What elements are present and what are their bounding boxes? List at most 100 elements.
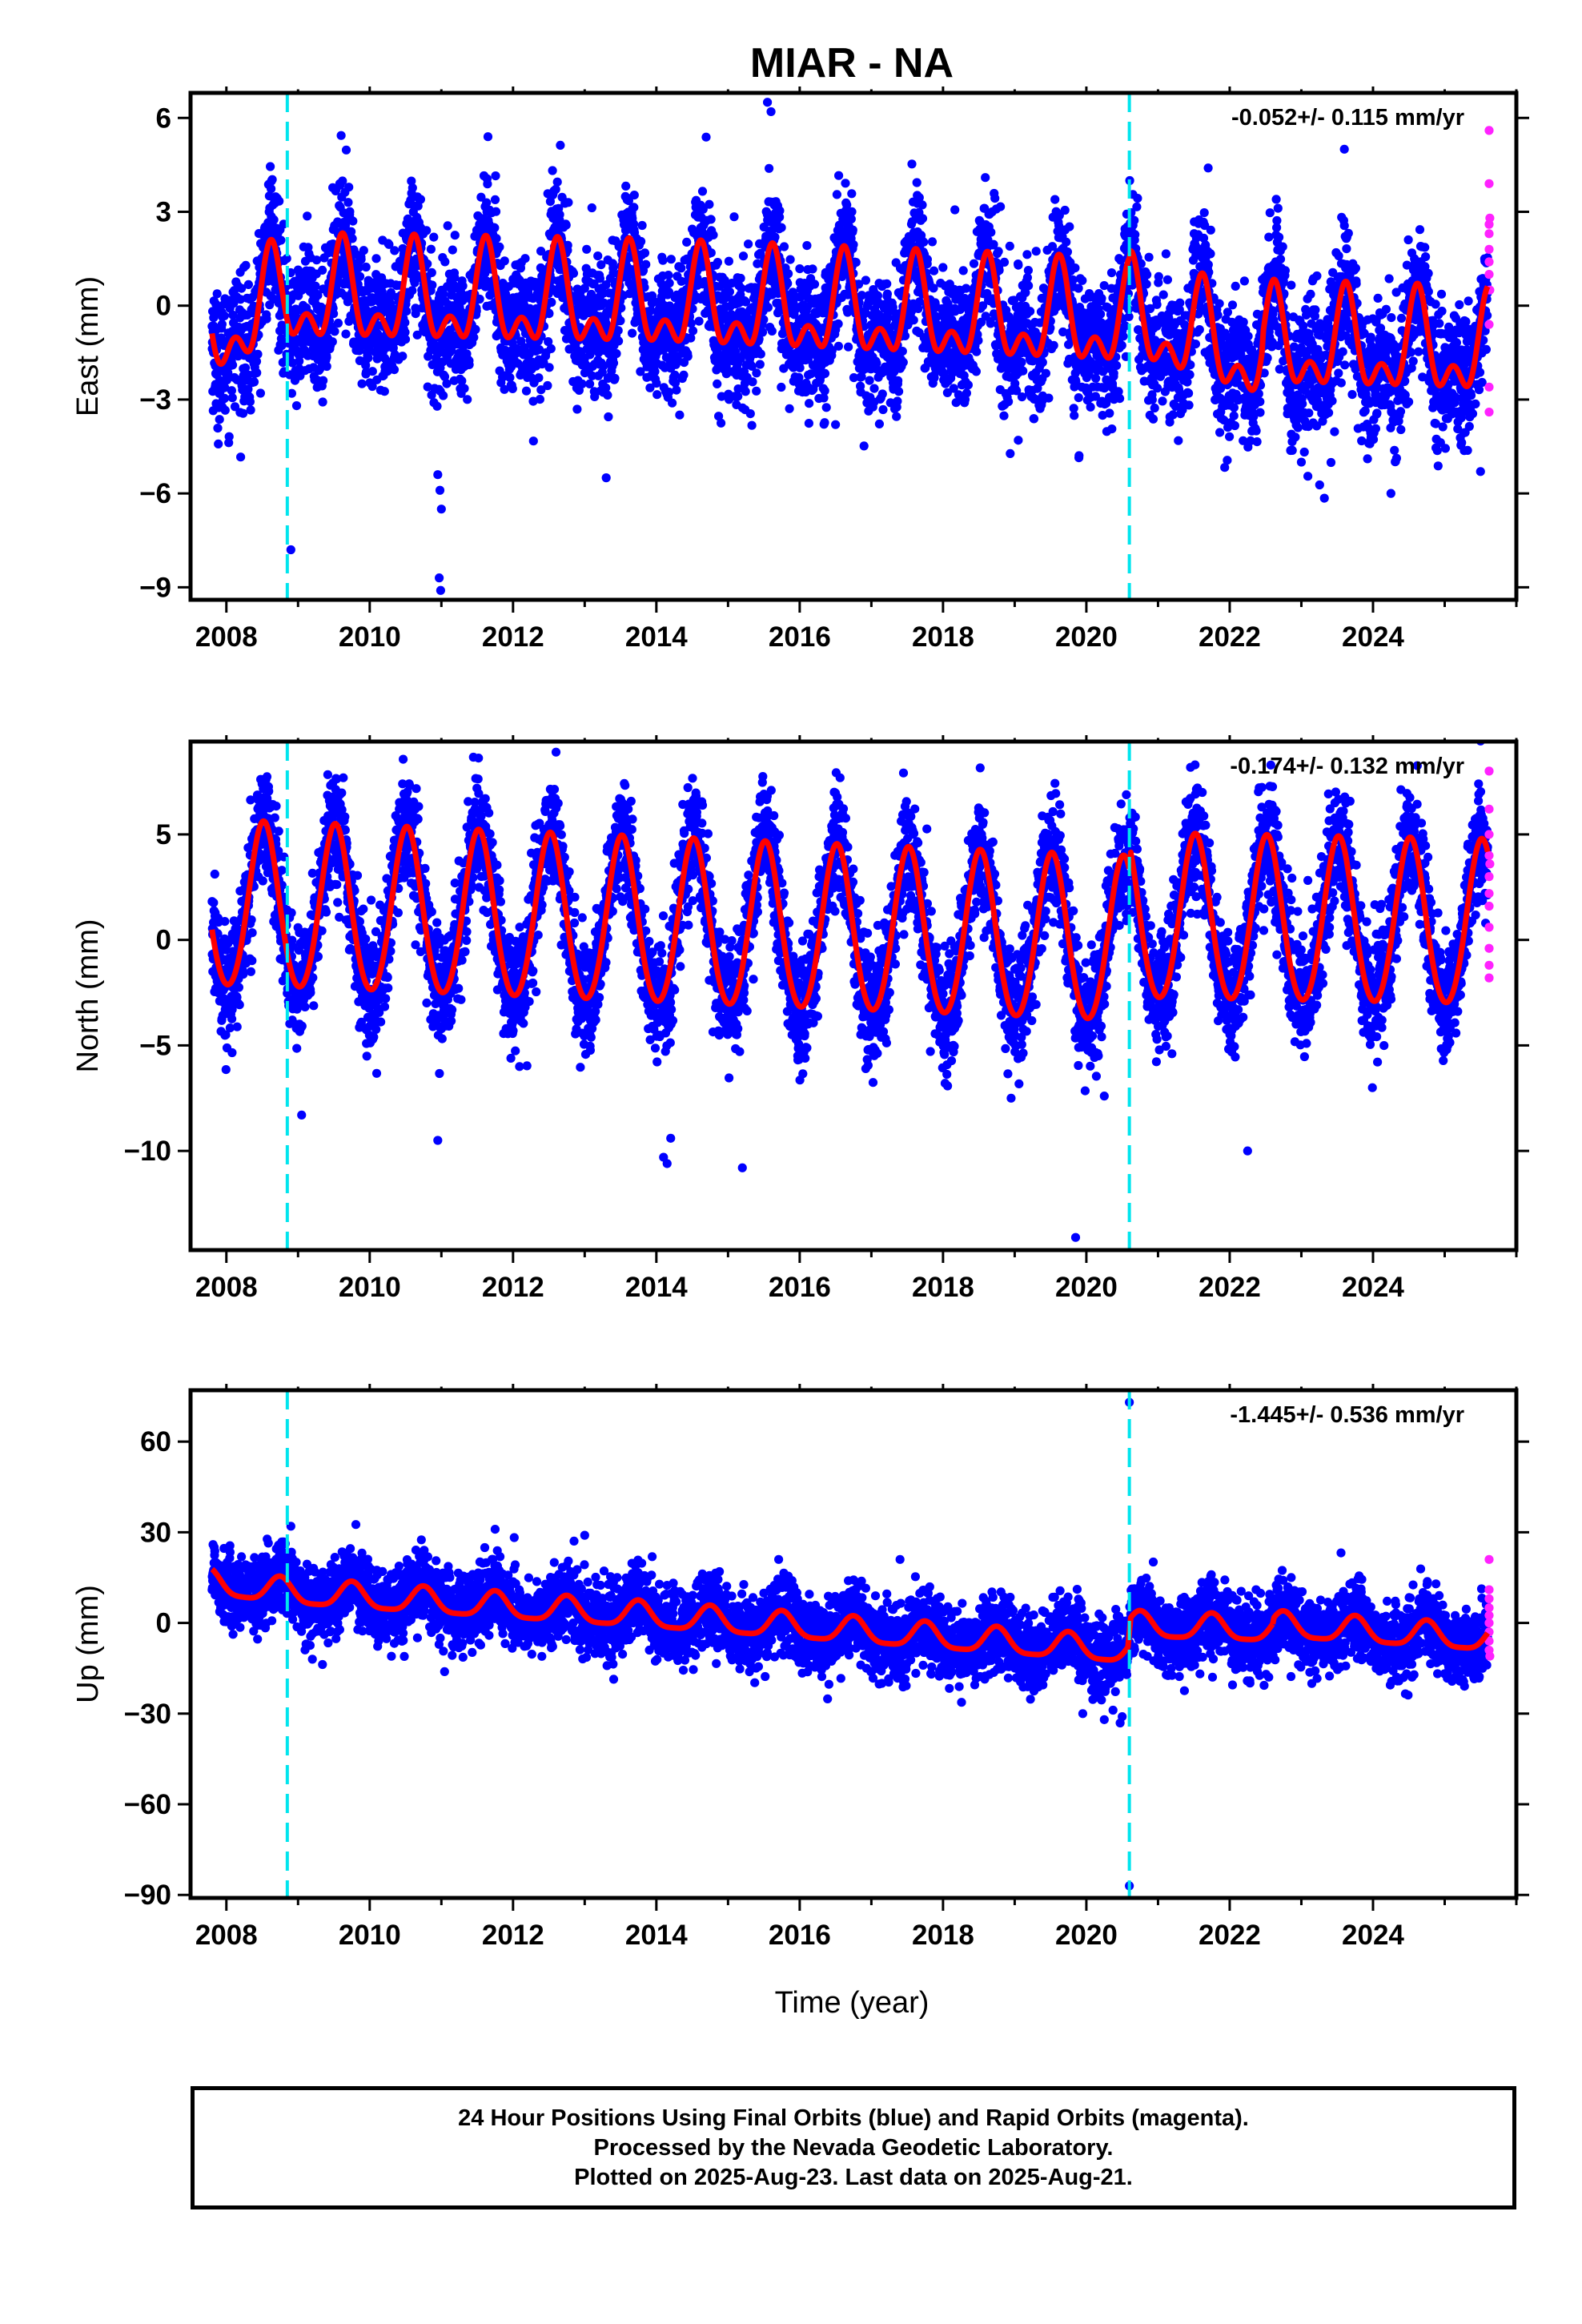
final-point — [610, 373, 620, 384]
final-point — [433, 348, 443, 358]
final-point — [1062, 247, 1072, 257]
final-point — [604, 412, 613, 422]
final-point — [359, 246, 368, 255]
final-point — [805, 399, 814, 408]
final-point — [251, 356, 262, 366]
final-point — [354, 263, 363, 273]
final-point — [717, 418, 726, 428]
final-point — [1005, 241, 1014, 251]
final-point — [223, 368, 233, 377]
final-point — [500, 384, 509, 394]
final-point — [1158, 396, 1167, 406]
final-point — [228, 360, 238, 370]
final-point — [432, 401, 442, 411]
final-point — [637, 220, 647, 231]
final-point — [652, 390, 662, 400]
final-point — [938, 263, 948, 272]
final-point — [986, 319, 995, 328]
final-point — [950, 205, 960, 215]
final-point — [367, 381, 377, 392]
final-point — [679, 370, 689, 380]
final-point — [706, 215, 716, 224]
final-point — [927, 237, 938, 247]
final-point — [546, 344, 556, 353]
final-point — [971, 367, 981, 376]
final-point — [344, 183, 354, 192]
final-point — [917, 214, 928, 223]
final-point — [1130, 215, 1139, 225]
final-point — [1026, 307, 1035, 316]
final-point — [276, 334, 286, 344]
final-point — [705, 199, 714, 209]
final-point — [752, 386, 761, 396]
final-point — [775, 206, 785, 215]
final-point — [614, 336, 624, 346]
final-point — [295, 356, 304, 366]
final-point — [777, 382, 786, 392]
final-point — [230, 402, 240, 412]
final-point — [820, 418, 829, 428]
final-point — [429, 232, 439, 242]
final-point — [603, 390, 612, 400]
final-point — [240, 363, 251, 372]
final-point — [460, 384, 469, 393]
final-point — [386, 287, 396, 298]
final-point — [994, 247, 1003, 256]
final-point — [471, 324, 480, 334]
final-point — [423, 382, 432, 392]
final-point — [390, 246, 400, 255]
final-point — [1142, 279, 1151, 289]
final-point — [1041, 368, 1050, 378]
final-point — [1184, 400, 1194, 410]
final-point — [228, 310, 238, 320]
final-point — [336, 131, 346, 140]
final-point — [802, 241, 812, 251]
final-point — [893, 376, 903, 385]
final-point — [757, 328, 768, 337]
final-point — [347, 234, 357, 243]
final-point — [909, 316, 918, 325]
final-point — [322, 352, 331, 362]
final-point — [544, 363, 554, 372]
final-point — [398, 352, 408, 361]
final-point — [1096, 309, 1106, 319]
final-point — [457, 376, 467, 386]
final-point — [1086, 402, 1095, 412]
final-point — [1049, 340, 1058, 350]
final-point — [1006, 448, 1015, 459]
final-point — [587, 203, 596, 213]
final-point — [439, 289, 448, 299]
final-point — [877, 389, 887, 399]
final-point — [402, 307, 412, 316]
final-point — [747, 420, 757, 430]
final-point — [311, 255, 322, 265]
final-point — [215, 415, 224, 424]
final-point — [243, 384, 253, 394]
final-point — [729, 212, 739, 222]
final-point — [999, 411, 1009, 420]
final-point — [224, 432, 234, 441]
final-point — [709, 230, 718, 239]
final-point — [1142, 270, 1152, 279]
final-point — [917, 200, 927, 210]
final-point — [582, 244, 592, 254]
final-point — [677, 263, 686, 273]
final-point — [784, 269, 793, 279]
final-point — [713, 379, 722, 388]
final-point — [1038, 357, 1047, 368]
final-point — [1161, 249, 1170, 259]
final-point — [355, 271, 365, 281]
final-point — [356, 255, 366, 264]
final-point — [464, 360, 474, 369]
final-point — [628, 328, 637, 338]
final-point — [820, 368, 830, 378]
final-point — [963, 380, 973, 390]
final-point — [568, 268, 579, 278]
final-point — [1060, 205, 1070, 215]
final-point — [439, 391, 448, 400]
final-point — [448, 245, 457, 255]
final-point — [407, 176, 416, 186]
final-point — [1132, 202, 1142, 211]
final-point — [1044, 393, 1054, 403]
